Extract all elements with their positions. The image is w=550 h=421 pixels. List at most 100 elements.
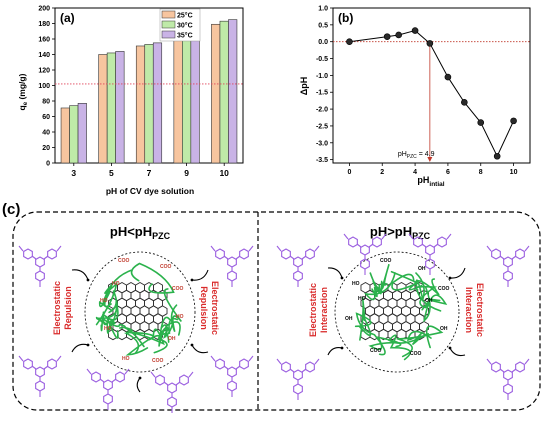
dye-molecule <box>18 355 62 397</box>
bond <box>163 381 169 386</box>
adsorbent-particle-left <box>84 251 196 373</box>
arrow-head <box>86 343 90 347</box>
bond <box>56 245 62 252</box>
x-tick-label-b: 4 <box>413 169 417 176</box>
y-axis-b: 1.0 0.5 0.0 -0.5 -1.0 -1.5 -2.0 -2.5 -3.0 -3.5 <box>316 6 333 164</box>
x-axis: 3 5 7 9 10 <box>71 163 229 178</box>
functional-group-label: COO <box>152 358 164 364</box>
bond <box>31 365 37 370</box>
bar <box>98 54 108 164</box>
bond <box>18 245 24 252</box>
aromatic-ring <box>413 236 423 248</box>
bond <box>31 255 37 260</box>
bond <box>210 355 216 362</box>
bond <box>175 381 181 386</box>
dye-molecule <box>86 368 130 410</box>
aromatic-ring <box>503 270 513 282</box>
aromatic-ring <box>23 358 33 370</box>
pzc-annotation-value: = 4.9 <box>417 151 435 158</box>
interaction-arrows <box>71 267 466 393</box>
series-line <box>349 30 515 158</box>
right-title: pH>pHPZC <box>370 224 431 241</box>
aromatic-ring <box>293 256 303 268</box>
dye-molecule <box>343 233 387 275</box>
data-point <box>383 33 391 40</box>
polymer-chain <box>372 280 385 295</box>
aromatic-ring <box>215 248 225 260</box>
polymer-chain <box>100 316 126 332</box>
bond <box>56 355 62 362</box>
bond <box>314 245 320 252</box>
polymer-chain <box>123 326 145 355</box>
data-point <box>395 31 402 39</box>
functional-group-label-right: COO <box>410 351 422 357</box>
bond <box>343 233 349 240</box>
y-tick-label-b: -1.5 <box>316 90 328 97</box>
bond <box>223 365 229 370</box>
right-label-electrostatic-1: Electrostatic <box>308 283 318 337</box>
polymer-chain <box>423 286 448 323</box>
aromatic-ring <box>348 236 358 248</box>
hexagon-ring <box>117 328 127 341</box>
x-axis-label-b: pHintial <box>417 175 444 188</box>
functional-group-label: HO <box>112 281 120 287</box>
bond <box>235 255 241 260</box>
bond <box>368 243 374 248</box>
polymer-chain <box>358 296 372 341</box>
aromatic-ring <box>305 248 315 260</box>
data-point <box>510 117 517 125</box>
dye-molecule <box>276 245 320 287</box>
panel-label-b: (b) <box>338 11 353 25</box>
aromatic-ring <box>35 270 45 282</box>
polymer-chain <box>95 281 118 326</box>
arrow-head <box>190 343 194 347</box>
y-axis-label-b: ΔpH <box>299 77 309 95</box>
y-label-sub: e <box>23 101 29 105</box>
x-tick-label-b: 0 <box>347 169 351 176</box>
data-point <box>444 73 452 81</box>
polymer-chain <box>163 288 182 332</box>
bond <box>248 355 254 362</box>
aromatic-ring <box>91 371 101 383</box>
y-tick-label-b: 1.0 <box>318 6 328 13</box>
curved-arrow <box>191 269 209 281</box>
polymer-chains <box>95 262 182 356</box>
functional-group-label-right: HO <box>358 296 366 302</box>
adsorbent-particle-right <box>334 251 460 373</box>
data-point <box>477 119 485 126</box>
aromatic-ring <box>239 248 249 260</box>
aromatic-ring <box>293 369 303 381</box>
y-tick-label: 120 <box>38 68 50 75</box>
functional-group-label: OH <box>168 336 176 342</box>
aromatic-ring <box>47 248 57 260</box>
bond <box>408 233 414 240</box>
bond <box>511 255 517 260</box>
x-tick-label: 3 <box>71 168 76 178</box>
data-point <box>411 27 419 34</box>
bond <box>188 371 194 378</box>
bond <box>433 243 439 248</box>
bond <box>223 255 229 260</box>
bar <box>77 103 87 164</box>
bond <box>235 365 241 370</box>
bar <box>135 45 146 164</box>
functional-group-label-right: COO <box>370 348 382 354</box>
x-tick-label: 9 <box>184 168 189 178</box>
aromatic-ring <box>179 374 189 386</box>
functional-group-label: COO <box>160 264 172 270</box>
right-title-sub: PZC <box>412 231 431 241</box>
curved-arrow <box>136 377 141 393</box>
left-label-repulsion-2: Repulsion <box>199 286 209 330</box>
bar <box>106 52 116 164</box>
functional-group-label-right: OH <box>440 326 448 332</box>
aromatic-ring <box>239 358 249 370</box>
curved-arrow <box>71 269 89 281</box>
x-tick-label: 10 <box>219 168 229 178</box>
polymer-chain <box>390 270 419 291</box>
y-tick-label: 180 <box>38 21 50 28</box>
aromatic-ring <box>227 256 237 268</box>
functional-groups-right: COO OH HO COO OH OH COO COO HO OH <box>345 258 450 357</box>
legend-swatch <box>161 20 176 29</box>
x-label-main-b: pH <box>417 175 429 185</box>
